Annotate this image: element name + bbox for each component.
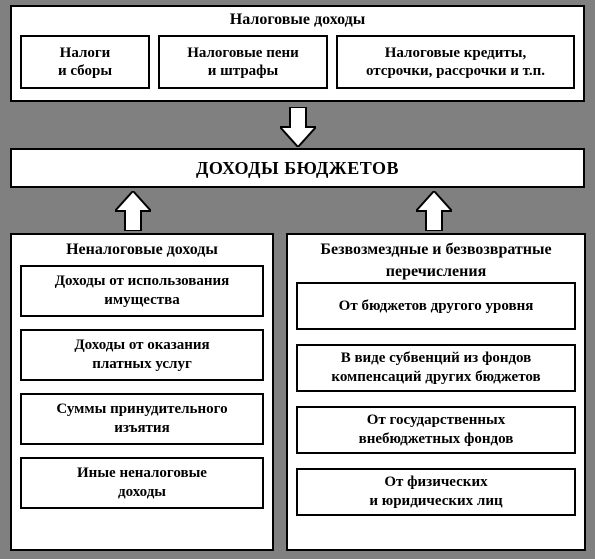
budget-income-title: ДОХОДЫ БЮДЖЕТОВ bbox=[196, 158, 399, 179]
gratuitous-item-3: От физическихи юридических лиц bbox=[296, 468, 576, 516]
tax-income-block: Налоговые доходы Налогии сборы Налоговые… bbox=[10, 5, 585, 102]
gratuitous-title: Безвозмездные и безвозвратныеперечислени… bbox=[288, 235, 584, 284]
arrow-up-left-icon bbox=[115, 191, 151, 231]
gratuitous-item-2: От государственныхвнебюджетных фондов bbox=[296, 406, 576, 454]
gratuitous-item-0: От бюджетов другого уровня bbox=[296, 282, 576, 330]
tax-item-1: Налоговые пении штрафы bbox=[158, 35, 328, 89]
budget-income-bar: ДОХОДЫ БЮДЖЕТОВ bbox=[10, 148, 585, 188]
arrow-down-icon bbox=[280, 107, 316, 147]
diagram-canvas: Налоговые доходы Налогии сборы Налоговые… bbox=[0, 0, 595, 559]
nontax-item-3: Иные неналоговыедоходы bbox=[20, 457, 264, 509]
tax-item-0: Налогии сборы bbox=[20, 35, 150, 89]
nontax-item-0: Доходы от использованияимущества bbox=[20, 265, 264, 317]
nontax-income-title: Неналоговые доходы bbox=[12, 235, 272, 263]
gratuitous-item-1: В виде субвенций из фондовкомпенсаций др… bbox=[296, 344, 576, 392]
nontax-item-1: Доходы от оказанияплатных услуг bbox=[20, 329, 264, 381]
nontax-item-2: Суммы принудительногоизъятия bbox=[20, 393, 264, 445]
gratuitous-items: От бюджетов другого уровня В виде субвен… bbox=[288, 284, 584, 524]
arrow-up-right-icon bbox=[416, 191, 452, 231]
tax-income-title: Налоговые доходы bbox=[12, 7, 583, 29]
nontax-items: Доходы от использованияимущества Доходы … bbox=[12, 263, 272, 517]
gratuitous-block: Безвозмездные и безвозвратныеперечислени… bbox=[286, 233, 586, 551]
nontax-income-block: Неналоговые доходы Доходы от использован… bbox=[10, 233, 274, 551]
tax-item-2: Налоговые кредиты,отсрочки, рассрочки и … bbox=[336, 35, 575, 89]
tax-income-items: Налогии сборы Налоговые пении штрафы Нал… bbox=[12, 29, 583, 97]
